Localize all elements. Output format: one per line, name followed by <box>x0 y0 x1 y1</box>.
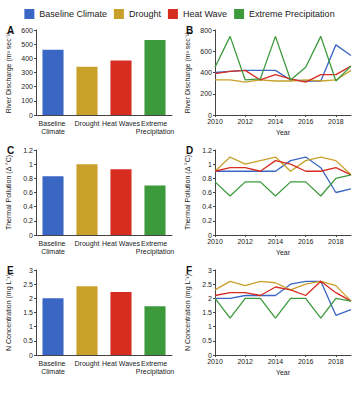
svg-text:N Concentration (mg L⁻¹): N Concentration (mg L⁻¹) <box>5 274 13 351</box>
svg-text:Drought: Drought <box>75 360 100 368</box>
svg-text:2018: 2018 <box>328 238 344 245</box>
svg-text:400: 400 <box>21 55 33 62</box>
svg-text:Year: Year <box>276 129 291 136</box>
svg-text:600: 600 <box>200 48 212 55</box>
svg-text:1.2: 1.2 <box>202 147 212 154</box>
svg-text:A: A <box>7 25 14 36</box>
svg-text:Thermal Pollution (Δ °C): Thermal Pollution (Δ °C) <box>5 155 13 230</box>
svg-text:Thermal Pollution (Δ °C): Thermal Pollution (Δ °C) <box>184 155 192 230</box>
svg-text:Heat Wave: Heat Wave <box>183 9 227 19</box>
svg-text:Extreme: Extreme <box>141 120 169 127</box>
svg-text:100: 100 <box>21 97 33 104</box>
svg-text:B: B <box>186 25 193 36</box>
svg-text:1.5: 1.5 <box>23 309 33 316</box>
svg-text:0.4: 0.4 <box>23 203 33 210</box>
svg-text:2016: 2016 <box>298 118 314 125</box>
svg-text:2012: 2012 <box>237 358 253 365</box>
svg-text:2010: 2010 <box>207 358 223 365</box>
svg-text:Precipitation: Precipitation <box>136 128 175 136</box>
svg-text:0: 0 <box>208 231 212 239</box>
svg-text:2010: 2010 <box>207 238 223 245</box>
svg-text:2018: 2018 <box>328 118 344 125</box>
svg-text:E: E <box>7 265 14 276</box>
svg-text:2014: 2014 <box>268 118 284 125</box>
svg-text:0: 0 <box>29 112 33 119</box>
svg-text:500: 500 <box>21 41 33 48</box>
svg-text:N Concentration (mg L⁻¹): N Concentration (mg L⁻¹) <box>184 274 192 351</box>
svg-text:Climate: Climate <box>41 248 65 255</box>
svg-text:Extreme: Extreme <box>141 360 169 367</box>
svg-text:0.4: 0.4 <box>202 203 212 210</box>
svg-text:River Discharge (m³ sec⁻¹): River Discharge (m³ sec⁻¹) <box>5 32 13 114</box>
svg-text:F: F <box>186 265 192 276</box>
svg-text:0: 0 <box>29 352 33 359</box>
svg-text:2012: 2012 <box>237 118 253 125</box>
svg-text:Climate: Climate <box>41 128 65 135</box>
svg-text:0.2: 0.2 <box>23 217 33 224</box>
svg-text:0: 0 <box>208 351 212 359</box>
svg-text:2016: 2016 <box>298 238 314 245</box>
svg-text:Baseline: Baseline <box>39 120 68 127</box>
svg-text:2.5: 2.5 <box>23 281 33 288</box>
svg-text:Heat Waves: Heat Waves <box>102 120 140 127</box>
svg-text:Heat Waves: Heat Waves <box>102 240 140 247</box>
svg-text:3: 3 <box>208 267 212 274</box>
svg-text:2: 2 <box>208 295 212 302</box>
svg-text:600: 600 <box>21 27 33 34</box>
svg-text:Baseline: Baseline <box>39 360 68 367</box>
svg-text:Baseline Climate: Baseline Climate <box>39 9 107 19</box>
svg-text:0: 0 <box>29 232 33 239</box>
svg-text:Precipitation: Precipitation <box>136 248 175 256</box>
svg-text:0.8: 0.8 <box>23 175 33 182</box>
svg-text:River Discharge (m³ sec⁻¹): River Discharge (m³ sec⁻¹) <box>184 32 192 114</box>
svg-text:Baseline: Baseline <box>39 240 68 247</box>
svg-text:0.2: 0.2 <box>202 217 212 224</box>
svg-text:C: C <box>7 145 14 156</box>
svg-text:2012: 2012 <box>237 238 253 245</box>
svg-text:0.5: 0.5 <box>23 337 33 344</box>
svg-text:0.6: 0.6 <box>23 189 33 196</box>
svg-text:2014: 2014 <box>268 358 284 365</box>
svg-text:1: 1 <box>208 161 212 168</box>
svg-text:0: 0 <box>208 111 212 119</box>
svg-text:Precipitation: Precipitation <box>136 368 175 376</box>
svg-text:Drought: Drought <box>75 240 100 248</box>
svg-text:2.5: 2.5 <box>202 281 212 288</box>
svg-text:300: 300 <box>21 69 33 76</box>
svg-text:0.6: 0.6 <box>202 189 212 196</box>
svg-text:2010: 2010 <box>207 118 223 125</box>
svg-text:0.8: 0.8 <box>202 175 212 182</box>
svg-text:200: 200 <box>200 90 212 97</box>
svg-text:2016: 2016 <box>298 358 314 365</box>
svg-text:0.5: 0.5 <box>202 337 212 344</box>
svg-text:Drought: Drought <box>75 120 100 128</box>
svg-text:Year: Year <box>276 249 291 256</box>
svg-text:1: 1 <box>29 323 33 330</box>
svg-text:3: 3 <box>29 267 33 274</box>
svg-text:Extreme Precipitation: Extreme Precipitation <box>249 9 335 19</box>
svg-text:Extreme: Extreme <box>141 240 169 247</box>
svg-text:Heat Waves: Heat Waves <box>102 360 140 367</box>
svg-text:Climate: Climate <box>41 368 65 375</box>
svg-text:2018: 2018 <box>328 358 344 365</box>
svg-text:400: 400 <box>200 69 212 76</box>
svg-text:2014: 2014 <box>268 238 284 245</box>
svg-text:1: 1 <box>208 323 212 330</box>
svg-text:Drought: Drought <box>129 9 162 19</box>
svg-text:1: 1 <box>29 161 33 168</box>
svg-text:D: D <box>186 145 193 156</box>
svg-text:1.2: 1.2 <box>23 147 33 154</box>
svg-text:200: 200 <box>21 83 33 90</box>
svg-text:800: 800 <box>200 27 212 34</box>
svg-text:2: 2 <box>29 295 33 302</box>
svg-text:1.5: 1.5 <box>202 309 212 316</box>
svg-text:Year: Year <box>276 369 291 376</box>
